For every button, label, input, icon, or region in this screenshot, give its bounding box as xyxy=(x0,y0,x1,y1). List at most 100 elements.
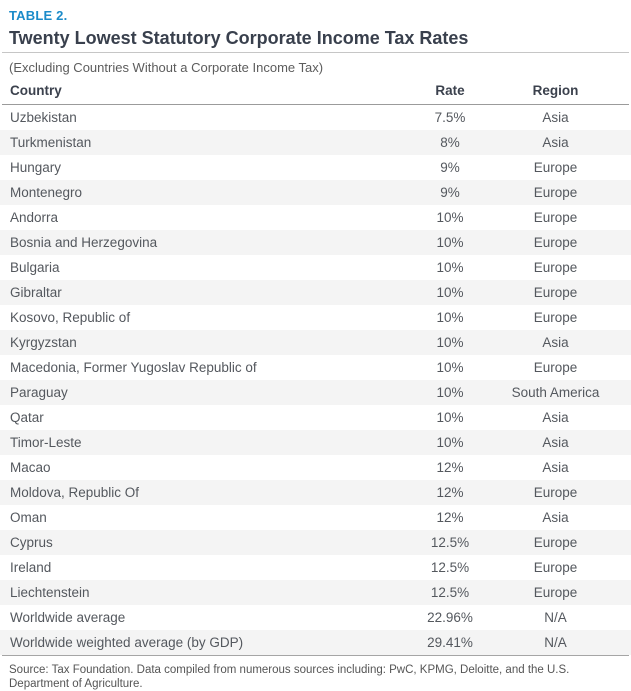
region-cell: Europe xyxy=(533,310,578,325)
rate-cell: 12% xyxy=(436,485,464,500)
region-cell: Europe xyxy=(533,560,578,575)
region-cell: Europe xyxy=(533,285,578,300)
country-cell: Cyprus xyxy=(10,535,53,550)
table-row: Kyrgyzstan 10% Asia xyxy=(0,330,631,355)
rate-cell: 10% xyxy=(436,435,464,450)
table-row: Worldwide average 22.96% N/A xyxy=(0,605,631,630)
country-cell: Gibraltar xyxy=(10,285,62,300)
region-cell: Asia xyxy=(542,110,569,125)
table-row: Turkmenistan 8% Asia xyxy=(0,130,631,155)
region-cell: Europe xyxy=(533,260,578,275)
table-row: Hungary 9% Europe xyxy=(0,155,631,180)
table-row: Bulgaria 10% Europe xyxy=(0,255,631,280)
country-cell: Ireland xyxy=(10,560,52,575)
rate-cell: 9% xyxy=(440,185,460,200)
table-row: Qatar 10% Asia xyxy=(0,405,631,430)
rate-cell: 10% xyxy=(436,310,464,325)
region-cell: Asia xyxy=(542,460,569,475)
bottom-divider xyxy=(2,655,629,656)
rate-cell: 12% xyxy=(436,510,464,525)
column-header-rate: Rate xyxy=(435,83,465,98)
country-cell: Uzbekistan xyxy=(10,110,77,125)
table-row: Andorra 10% Europe xyxy=(0,205,631,230)
country-cell: Worldwide average xyxy=(10,610,126,625)
table-row: Ireland 12.5% Europe xyxy=(0,555,631,580)
table-subtitle: (Excluding Countries Without a Corporate… xyxy=(9,60,324,75)
country-cell: Qatar xyxy=(10,410,44,425)
region-cell: Asia xyxy=(542,510,569,525)
source-note: Source: Tax Foundation. Data compiled fr… xyxy=(9,664,570,690)
region-cell: Asia xyxy=(542,135,569,150)
table-row: Uzbekistan 7.5% Asia xyxy=(0,105,631,130)
table-row: Macedonia, Former Yugoslav Republic of 1… xyxy=(0,355,631,380)
country-cell: Oman xyxy=(10,510,47,525)
table-row: Macao 12% Asia xyxy=(0,455,631,480)
rate-cell: 12.5% xyxy=(430,560,470,575)
rate-cell: 12% xyxy=(436,460,464,475)
region-cell: South America xyxy=(511,385,600,400)
rate-cell: 10% xyxy=(436,285,464,300)
title-divider xyxy=(2,52,629,53)
rate-cell: 10% xyxy=(436,210,464,225)
country-cell: Moldova, Republic Of xyxy=(10,485,140,500)
region-cell: Europe xyxy=(533,360,578,375)
rate-cell: 10% xyxy=(436,360,464,375)
table-row: Cyprus 12.5% Europe xyxy=(0,530,631,555)
country-cell: Timor-Leste xyxy=(10,435,82,450)
table-row: Oman 12% Asia xyxy=(0,505,631,530)
rate-cell: 7.5% xyxy=(434,110,466,125)
rate-cell: 29.41% xyxy=(427,635,473,650)
header-divider xyxy=(2,104,629,105)
country-cell: Bosnia and Herzegovina xyxy=(10,235,158,250)
rate-cell: 12.5% xyxy=(430,535,470,550)
table-row: Gibraltar 10% Europe xyxy=(0,280,631,305)
column-header-region: Region xyxy=(532,83,579,98)
country-cell: Andorra xyxy=(10,210,59,225)
country-cell: Bulgaria xyxy=(10,260,60,275)
region-cell: Europe xyxy=(533,185,578,200)
rate-cell: 10% xyxy=(436,335,464,350)
region-cell: Europe xyxy=(533,485,578,500)
region-cell: Europe xyxy=(533,160,578,175)
table-row: Paraguay 10% South America xyxy=(0,380,631,405)
country-cell: Macedonia, Former Yugoslav Republic of xyxy=(10,360,257,375)
table-row: Moldova, Republic Of 12% Europe xyxy=(0,480,631,505)
country-cell: Kyrgyzstan xyxy=(10,335,77,350)
region-cell: Europe xyxy=(533,585,578,600)
table-body: Uzbekistan 7.5% Asia Turkmenistan 8% Asi… xyxy=(0,105,631,655)
column-header-country: Country xyxy=(10,83,62,98)
region-cell: Europe xyxy=(533,235,578,250)
region-cell: Europe xyxy=(533,535,578,550)
country-cell: Paraguay xyxy=(10,385,68,400)
country-cell: Liechtenstein xyxy=(10,585,90,600)
region-cell: Asia xyxy=(542,435,569,450)
rate-cell: 9% xyxy=(440,160,460,175)
rate-cell: 10% xyxy=(436,260,464,275)
region-cell: N/A xyxy=(544,635,567,650)
country-cell: Macao xyxy=(10,460,51,475)
table-title: Twenty Lowest Statutory Corporate Income… xyxy=(9,28,469,48)
region-cell: Asia xyxy=(542,335,569,350)
rate-cell: 8% xyxy=(440,135,460,150)
rate-cell: 22.96% xyxy=(427,610,473,625)
country-cell: Turkmenistan xyxy=(10,135,92,150)
country-cell: Montenegro xyxy=(10,185,83,200)
region-cell: N/A xyxy=(544,610,567,625)
table-row: Kosovo, Republic of 10% Europe xyxy=(0,305,631,330)
table-label: TABLE 2. xyxy=(9,8,68,23)
table-row: Liechtenstein 12.5% Europe xyxy=(0,580,631,605)
table-row: Worldwide weighted average (by GDP) 29.4… xyxy=(0,630,631,655)
country-cell: Kosovo, Republic of xyxy=(10,310,131,325)
rate-cell: 10% xyxy=(436,410,464,425)
table-row: Timor-Leste 10% Asia xyxy=(0,430,631,455)
country-cell: Hungary xyxy=(10,160,62,175)
rate-cell: 12.5% xyxy=(430,585,470,600)
rate-cell: 10% xyxy=(436,385,464,400)
table-row: Bosnia and Herzegovina 10% Europe xyxy=(0,230,631,255)
table-row: Montenegro 9% Europe xyxy=(0,180,631,205)
rate-cell: 10% xyxy=(436,235,464,250)
region-cell: Asia xyxy=(542,410,569,425)
country-cell: Worldwide weighted average (by GDP) xyxy=(10,635,244,650)
table-header-row: Country Rate Region xyxy=(0,77,631,104)
